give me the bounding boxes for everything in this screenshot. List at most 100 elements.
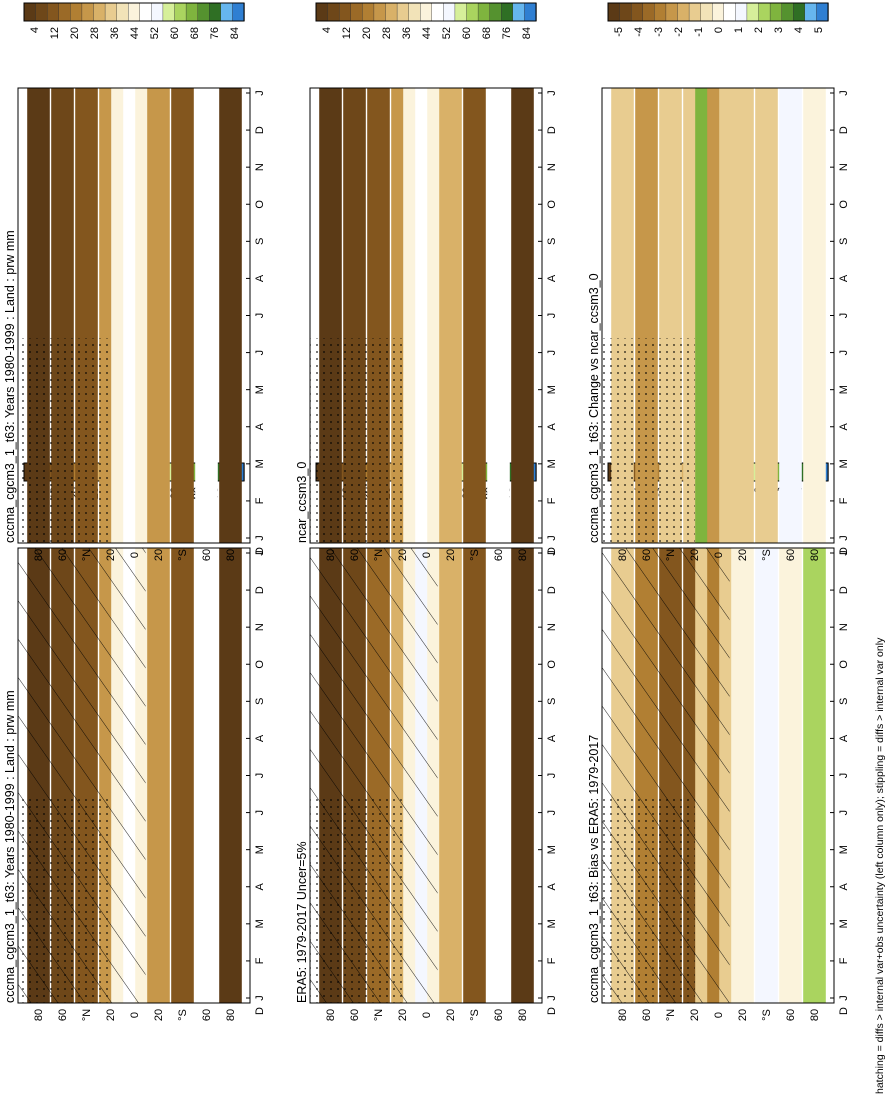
colorbar-label: 52 [441, 27, 453, 39]
month-tick-label: J [838, 773, 850, 779]
colorbar-label: -4 [633, 27, 645, 37]
panel-title: cccma_cgcm3_1_t63: Years 1980-1999 : Lan… [3, 690, 17, 1003]
month-tick-label: J [254, 313, 266, 319]
latitude-tick-label: 0 [713, 552, 725, 558]
month-tick-label: J [254, 810, 266, 816]
month-tick-label: N [254, 163, 266, 171]
latitude-tick-label: 80 [225, 1009, 237, 1021]
month-tick-label: J [546, 995, 558, 1001]
heatmap-band [219, 548, 242, 1003]
heatmap-band [779, 88, 802, 543]
latitude-tick-label: 20 [397, 1009, 409, 1021]
heatmap-band [487, 548, 510, 1003]
panel-title: ERA5: 1979-2017 Uncer=5% [295, 841, 309, 1003]
colorbar-label: 20 [69, 27, 81, 39]
heatmap-band [219, 88, 242, 543]
latitude-tick-label: 60 [349, 549, 361, 561]
month-tick-label: M [838, 459, 850, 468]
colorbar-swatch [385, 2, 398, 22]
latitude-tick-label: °N [81, 549, 93, 561]
latitude-tick-label: 0 [713, 1012, 725, 1018]
colorbar-swatch [489, 2, 503, 22]
colorbar-swatch [723, 2, 737, 22]
colorbar-swatch [501, 2, 514, 22]
stippling-overlay [602, 798, 695, 1003]
latitude-tick-label: °S [761, 549, 773, 561]
month-tick-label: J [838, 995, 850, 1001]
latitude-tick-label: °N [81, 1009, 93, 1021]
latitude-tick-label: °S [469, 549, 481, 561]
month-tick-label: A [254, 422, 266, 430]
heatmap-band [463, 88, 486, 543]
colorbar-swatch [619, 2, 632, 22]
colorbar-swatch [350, 2, 364, 22]
colorbar-label: -3 [653, 27, 665, 37]
month-tick-label: S [546, 238, 558, 245]
colorbar-label: 2 [753, 27, 765, 33]
colorbar-frame [315, 2, 537, 22]
month-tick-label: J [254, 535, 266, 541]
colorbar-label: 68 [189, 27, 201, 39]
heatmap-band [147, 548, 170, 1003]
heatmap-band [147, 88, 170, 543]
heatmap-band [195, 548, 218, 1003]
heatmap-band [171, 88, 194, 543]
colorbar-swatch [315, 2, 329, 22]
colorbar-swatch [804, 2, 818, 22]
colorbar-swatch [700, 2, 713, 22]
month-tick-label: A [546, 734, 558, 742]
latitude-tick-label: 20 [153, 1009, 165, 1021]
colorbar-swatch [232, 2, 245, 22]
colorbar-swatch [654, 2, 667, 22]
colorbar-swatch [816, 2, 829, 22]
heatmap-band [439, 88, 462, 543]
month-tick-label: M [546, 385, 558, 394]
colorbar-label: 44 [421, 27, 433, 39]
colorbar-swatch [339, 2, 352, 22]
colorbar-swatch [512, 2, 526, 22]
month-tick-label: F [838, 957, 850, 964]
latitude-tick-label: 60 [57, 549, 69, 561]
latitude-tick-label: °S [177, 1009, 189, 1021]
latitude-tick-label: °S [469, 1009, 481, 1021]
colorbar-label: 5 [813, 27, 825, 33]
month-tick-label: F [546, 957, 558, 964]
latitude-tick-label: 60 [349, 1009, 361, 1021]
panel-title: cccma_cgcm3_1_t63: Bias vs ERA5: 1979-20… [587, 735, 601, 1003]
month-tick-label: M [838, 919, 850, 928]
colorbar-swatch [688, 2, 702, 22]
month-tick-label: M [838, 385, 850, 394]
month-tick-label: M [546, 919, 558, 928]
colorbar-swatch [174, 2, 187, 22]
panel-title: cccma_cgcm3_1_t63: Change vs ncar_ccsm3_… [587, 273, 601, 543]
latitude-tick-label: °N [665, 1009, 677, 1021]
colorbar-label: 84 [229, 27, 241, 39]
month-tick-label: D [254, 1007, 266, 1015]
colorbar: 84 76 68 60 52 44 36 28 20 12 4 [315, 2, 537, 39]
colorbar-swatch [746, 2, 760, 22]
heatmap-band [439, 548, 462, 1003]
colorbar-swatch [93, 2, 106, 22]
month-tick-label: J [838, 810, 850, 816]
month-tick-label: O [838, 200, 850, 209]
heatmap-band [755, 88, 778, 543]
colorbar-swatch [443, 2, 456, 22]
latitude-tick-label: 60 [785, 549, 797, 561]
panel-title: cccma_cgcm3_1_t63: Years 1980-1999 : Lan… [3, 230, 17, 543]
stippling-overlay [18, 338, 111, 543]
colorbar: 84 76 68 60 52 44 36 28 20 12 4 [23, 2, 245, 39]
colorbar-swatch [769, 2, 783, 22]
month-tick-label: J [838, 550, 850, 556]
colorbar-label: 76 [501, 27, 513, 39]
heatmap-band [803, 88, 826, 543]
month-tick-label: M [254, 845, 266, 854]
colorbar-swatch [127, 2, 141, 22]
latitude-tick-label: 60 [493, 1009, 505, 1021]
month-tick-label: J [546, 773, 558, 779]
month-tick-label: O [838, 660, 850, 669]
latitude-tick-label: 80 [617, 1009, 629, 1021]
